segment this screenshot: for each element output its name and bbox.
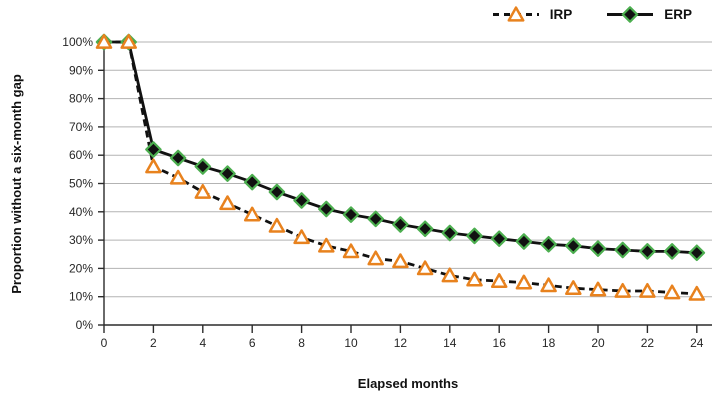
legend-label-irp: IRP: [549, 7, 573, 22]
irp-marker-triangle-month-10: [342, 243, 360, 259]
erp-marker-diamond-month-23: [663, 243, 681, 260]
x-tick-label-0: 0: [101, 336, 108, 350]
irp-marker-triangle-month-18: [540, 277, 557, 293]
y-tick-label-10: 10%: [69, 290, 93, 304]
x-tick-label-14: 14: [443, 336, 457, 350]
irp-marker-triangle-month-16: [490, 273, 508, 288]
irp-marker-triangle-month-17: [515, 274, 533, 290]
irp-marker-triangle-month-22: [639, 282, 656, 298]
irp-marker-triangle-month-21: [614, 282, 631, 298]
erp-marker-diamond-month-13: [416, 220, 434, 238]
erp-marker-diamond-month-11: [367, 210, 384, 228]
erp-marker-diamond-month-19: [564, 237, 582, 255]
x-tick-label-6: 6: [249, 336, 256, 350]
irp-marker-triangle-month-20: [589, 281, 607, 297]
y-tick-label-80: 80%: [69, 92, 93, 106]
y-tick-label-20: 20%: [69, 261, 93, 275]
y-tick-label-0: 0%: [76, 318, 94, 332]
irp-marker-triangle-month-11: [367, 250, 384, 266]
x-tick-label-2: 2: [150, 336, 157, 350]
x-tick-label-20: 20: [591, 336, 605, 350]
irp-marker-triangle-month-4: [194, 183, 212, 199]
erp-marker-diamond-month-5: [219, 165, 236, 182]
x-tick-label-4: 4: [199, 336, 206, 350]
erp-marker-diamond-month-8: [293, 192, 310, 209]
x-tick-label-8: 8: [298, 336, 305, 350]
irp-marker-triangle-month-23: [663, 284, 681, 300]
irp-marker-triangle-month-12: [392, 253, 409, 269]
y-tick-label-50: 50%: [69, 177, 93, 191]
erp-marker-diamond-month-17: [515, 233, 533, 250]
erp-marker-diamond-month-10: [342, 206, 360, 223]
irp-line-sample-icon: [492, 6, 539, 22]
x-axis-title: Elapsed months: [357, 376, 459, 391]
legend-label-erp: ERP: [664, 7, 692, 22]
x-tick-label-22: 22: [641, 336, 655, 350]
erp-marker-diamond-month-12: [392, 216, 409, 233]
x-tick-label-12: 12: [394, 336, 408, 350]
irp-marker-triangle-month-14: [441, 267, 459, 283]
erp-sample-diamond-icon: [621, 6, 639, 23]
y-tick-label-30: 30%: [69, 233, 93, 247]
irp-marker-triangle-month-7: [268, 217, 286, 233]
irp-marker-triangle-month-2: [145, 158, 162, 174]
irp-sample-triangle-icon: [507, 6, 525, 22]
erp-marker-diamond-month-2: [145, 141, 162, 158]
irp-marker-triangle-month-0: [95, 33, 113, 49]
erp-marker-diamond-month-4: [194, 158, 212, 175]
irp-marker-triangle-month-24: [688, 285, 706, 301]
irp-marker-triangle-month-15: [466, 271, 483, 287]
irp-marker-triangle-month-1: [120, 33, 137, 49]
irp-marker-triangle-month-8: [293, 229, 310, 245]
erp-marker-diamond-month-6: [243, 173, 261, 191]
erp-marker-diamond-month-24: [688, 244, 706, 262]
erp-marker-diamond-month-16: [490, 230, 508, 247]
erp-marker-diamond-month-9: [318, 200, 335, 218]
erp-marker-diamond-month-14: [441, 224, 459, 242]
y-tick-label-90: 90%: [69, 63, 93, 77]
erp-marker-diamond-month-21: [614, 241, 632, 259]
erp-marker-diamond-month-20: [589, 240, 607, 257]
erp-marker-diamond-month-22: [639, 243, 656, 260]
irp-marker-triangle-month-6: [243, 206, 261, 222]
y-tick-label-60: 60%: [69, 148, 93, 162]
irp-marker-triangle-month-13: [416, 260, 434, 276]
y-tick-label-100: 100%: [62, 35, 93, 49]
erp-marker-diamond-month-15: [466, 227, 483, 245]
erp-marker-diamond-month-3: [169, 149, 187, 167]
irp-marker-triangle-month-19: [565, 280, 582, 296]
x-tick-label-16: 16: [493, 336, 507, 350]
irp-marker-triangle-month-3: [169, 169, 187, 185]
irp-marker-triangle-month-9: [318, 237, 335, 253]
legend-item-erp: ERP: [606, 5, 692, 24]
legend: IRP ERP: [492, 5, 692, 24]
erp-marker-diamond-month-18: [540, 236, 557, 253]
legend-item-irp: IRP: [492, 5, 573, 24]
erp-line-sample-icon: [607, 6, 654, 23]
irp-marker-triangle-month-5: [219, 195, 236, 211]
y-tick-label-40: 40%: [69, 205, 93, 219]
x-tick-label-24: 24: [690, 336, 704, 350]
x-tick-label-10: 10: [344, 336, 358, 350]
x-tick-label-18: 18: [542, 336, 556, 350]
erp-marker-diamond-month-7: [268, 183, 286, 201]
y-tick-label-70: 70%: [69, 120, 93, 134]
